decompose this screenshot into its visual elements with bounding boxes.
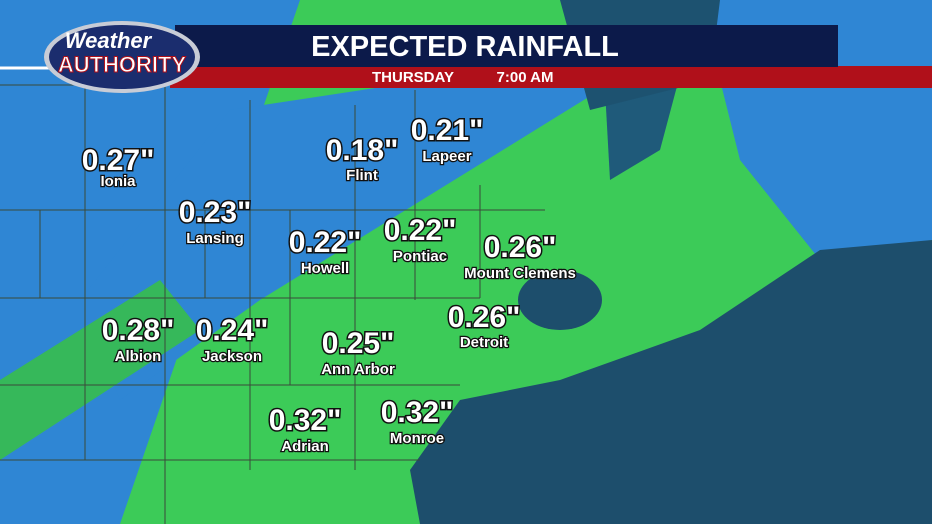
rain-amount: 0.32"	[381, 396, 454, 429]
city-name: Detroit	[460, 334, 508, 351]
city-name: Ionia	[100, 173, 136, 190]
rain-amount: 0.23"	[179, 196, 252, 229]
city-name: Adrian	[281, 438, 329, 455]
time: 7:00 AM	[497, 69, 554, 86]
city-name: Ann Arbor	[321, 361, 395, 378]
rain-amount: 0.22"	[384, 214, 457, 247]
city-name: Pontiac	[393, 248, 447, 265]
lake-st-clair	[518, 270, 602, 330]
rain-amount: 0.32"	[269, 404, 342, 437]
logo	[49, 25, 195, 89]
rain-band	[80, 60, 600, 400]
day: THURSDAY	[372, 69, 454, 86]
subtitle-bar	[170, 66, 932, 88]
logo-bottom: AUTHORITY	[58, 52, 187, 77]
city-name: Flint	[346, 167, 378, 184]
city-name: Lapeer	[422, 148, 471, 165]
lake-erie	[410, 240, 932, 524]
rain-amount: 0.25"	[322, 327, 395, 360]
city-name: Jackson	[202, 348, 262, 365]
title: EXPECTED RAINFALL	[311, 31, 619, 63]
rain-amount: 0.27"	[82, 144, 155, 177]
city-name: Mount Clemens	[464, 265, 576, 282]
rain-amount: 0.24"	[196, 314, 269, 347]
city-name: Albion	[115, 348, 162, 365]
logo-top: Weather	[65, 28, 153, 53]
rain-amount: 0.26"	[448, 301, 521, 334]
city-name: Howell	[301, 260, 349, 277]
rain-amount: 0.18"	[326, 134, 399, 167]
city-name: Monroe	[390, 430, 444, 447]
rain-amount: 0.28"	[102, 314, 175, 347]
city-name: Lansing	[186, 230, 244, 247]
rain-amount: 0.26"	[484, 231, 557, 264]
rain-amount: 0.21"	[411, 114, 484, 147]
title-bar	[175, 25, 838, 67]
rain-band	[0, 280, 200, 460]
rain-amount: 0.22"	[289, 226, 362, 259]
